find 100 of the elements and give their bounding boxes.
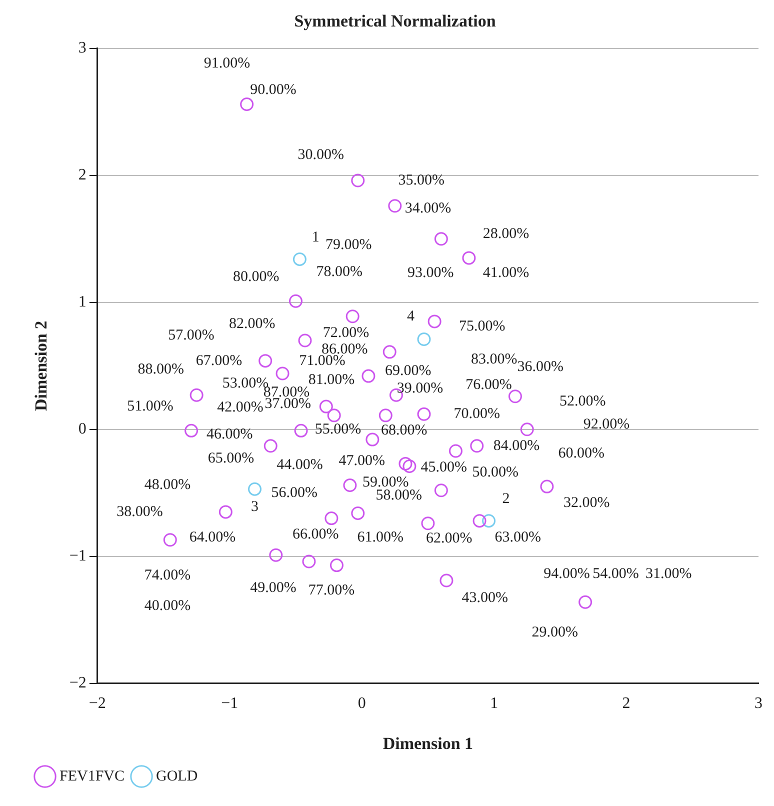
y-tick-label: 2 [78, 166, 86, 184]
annotation: 31.00% [645, 566, 692, 582]
annotation: 70.00% [454, 406, 500, 422]
point [343, 478, 357, 492]
point [434, 484, 448, 498]
point [417, 407, 431, 421]
annotation: 75.00% [459, 318, 506, 334]
annotation: 62.00% [426, 530, 472, 547]
annotation: 46.00% [206, 426, 253, 442]
annotation: 28.00% [482, 226, 530, 242]
point [269, 548, 283, 562]
point [362, 369, 376, 383]
point [398, 456, 412, 470]
annotation: 3 [251, 498, 259, 515]
point [240, 98, 254, 112]
point [434, 232, 448, 246]
annotation: 56.00% [271, 484, 318, 501]
point [330, 558, 344, 572]
annotation: 63.00% [494, 529, 541, 546]
point [351, 174, 365, 188]
annotation: 68.00% [381, 422, 428, 439]
annotation: 57.00% [168, 327, 214, 344]
point [288, 294, 302, 308]
point [402, 459, 416, 473]
annotation: 65.00% [208, 450, 254, 467]
point [346, 310, 360, 324]
point [351, 506, 365, 520]
point [578, 595, 592, 609]
point [378, 408, 392, 422]
annotation: 90.00% [250, 82, 296, 98]
point [440, 574, 454, 588]
annotation: 42.00% [217, 400, 264, 416]
annotation: 45.00% [420, 459, 467, 476]
annotation: 76.00% [466, 376, 512, 393]
point [258, 354, 272, 368]
annotation: 69.00% [385, 362, 432, 379]
annotation: 35.00% [398, 172, 444, 188]
legend-label: FEV1FVC [60, 768, 125, 784]
legend-label: GOLD [156, 768, 198, 784]
annotation: 55.00% [314, 421, 362, 438]
annotation: 40.00% [144, 598, 191, 614]
annotation: 34.00% [404, 200, 452, 216]
annotation: 74.00% [144, 567, 191, 584]
point [294, 424, 308, 438]
point [520, 422, 534, 436]
y-tick-label: 1 [78, 294, 86, 311]
annotation: 77.00% [308, 582, 355, 599]
annotation: 49.00% [250, 580, 296, 596]
annotation: 72.00% [322, 324, 370, 341]
point [184, 424, 198, 438]
x-axis-title: Dimension 1 [382, 734, 474, 754]
annotation: 54.00% [592, 566, 639, 582]
annotation: 48.00% [144, 477, 191, 494]
annotation: 83.00% [470, 351, 518, 368]
annotation: 32.00% [563, 494, 610, 511]
point [218, 505, 232, 519]
annotation: 61.00% [357, 529, 404, 546]
annotation: 93.00% [407, 265, 454, 282]
x-tick-label: 3 [754, 695, 762, 712]
annotation: 78.00% [316, 264, 362, 280]
point [428, 314, 442, 328]
annotation: 88.00% [138, 362, 184, 378]
x-tick-label: 1 [490, 695, 498, 712]
annotation: 81.00% [308, 372, 355, 388]
point [366, 432, 380, 446]
y-axis-title: Dimension 2 [32, 320, 51, 412]
annotation: 2 [502, 491, 510, 508]
annotation: 92.00% [583, 416, 630, 432]
annotation: 91.00% [204, 56, 250, 72]
annotation: 1 [312, 230, 320, 246]
point [448, 444, 462, 458]
point [190, 388, 204, 402]
point [276, 366, 290, 380]
annotation: 43.00% [462, 590, 508, 606]
annotation: 60.00% [558, 445, 604, 462]
point [388, 199, 402, 213]
annotation: 36.00% [517, 359, 564, 376]
annotation: 50.00% [472, 464, 519, 481]
point [482, 514, 496, 528]
point [462, 251, 476, 265]
annotation: 30.00% [298, 147, 344, 164]
annotation: 39.00% [396, 380, 444, 397]
point [327, 408, 341, 422]
annotation: 4 [407, 308, 416, 324]
annotation: 67.00% [196, 352, 242, 369]
point [163, 533, 177, 547]
point [248, 482, 262, 496]
y-tick-label: −1 [69, 548, 86, 565]
point [264, 439, 278, 453]
annotation: 47.00% [338, 453, 385, 470]
y-tick-label: 0 [78, 420, 86, 438]
annotation: 29.00% [532, 624, 578, 641]
point [324, 512, 338, 526]
annotation: 51.00% [127, 398, 174, 414]
annotation: 94.00% [544, 566, 590, 582]
annotation: 66.00% [292, 526, 339, 543]
annotation: 52.00% [560, 393, 606, 410]
point [298, 334, 312, 348]
y-tick-label: 3 [78, 40, 86, 57]
point [417, 332, 431, 346]
